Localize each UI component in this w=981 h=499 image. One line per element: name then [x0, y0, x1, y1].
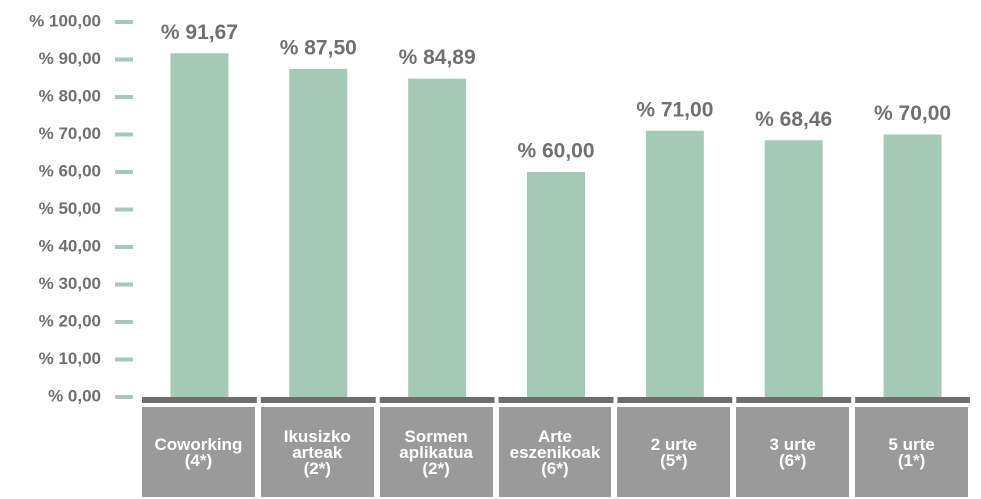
baseline — [498, 397, 614, 403]
bar — [883, 134, 942, 397]
value-label: % 71,00 — [636, 98, 713, 121]
x-tick-label: 3 urte (6*) — [736, 407, 850, 497]
x-tick-label: Coworking (4*) — [142, 407, 255, 497]
y-tick-label: % 100,00 — [29, 11, 101, 30]
x-tick-label: Ikusizko arteak (2*) — [260, 407, 374, 497]
y-tick-label: % 30,00 — [39, 274, 101, 293]
baseline — [736, 397, 852, 403]
baseline — [617, 397, 733, 403]
bar — [645, 130, 704, 397]
bar — [764, 140, 823, 397]
value-label: % 91,67 — [161, 21, 238, 44]
value-label: % 87,50 — [280, 36, 357, 59]
baseline — [855, 397, 970, 403]
bar — [170, 53, 229, 398]
x-tick-label: 2 urte (5*) — [617, 407, 731, 497]
baseline — [379, 397, 495, 403]
y-tick-label: % 0,00 — [48, 386, 101, 405]
y-tick-label: % 40,00 — [39, 236, 101, 255]
x-tick-label: Sormen aplikatua (2*) — [379, 407, 493, 497]
x-tick-label: 5 urte (1*) — [855, 407, 968, 497]
y-tick-label: % 70,00 — [39, 124, 101, 143]
value-label: % 60,00 — [517, 140, 594, 163]
y-tick-label: % 80,00 — [39, 86, 101, 105]
baseline — [142, 397, 257, 403]
y-tick-label: % 20,00 — [39, 311, 101, 330]
bar — [527, 172, 585, 397]
bar — [408, 78, 467, 397]
baseline — [260, 397, 376, 403]
y-tick-label: % 10,00 — [39, 349, 101, 368]
x-tick-label: Arte eszenikoak (6*) — [498, 407, 612, 497]
bar — [289, 68, 348, 397]
y-tick-label: % 50,00 — [39, 199, 101, 218]
y-tick-label: % 90,00 — [39, 49, 101, 68]
y-tick-label: % 60,00 — [39, 161, 101, 180]
value-label: % 68,46 — [755, 108, 832, 131]
value-label: % 70,00 — [874, 102, 951, 125]
value-label: % 84,89 — [399, 46, 476, 69]
